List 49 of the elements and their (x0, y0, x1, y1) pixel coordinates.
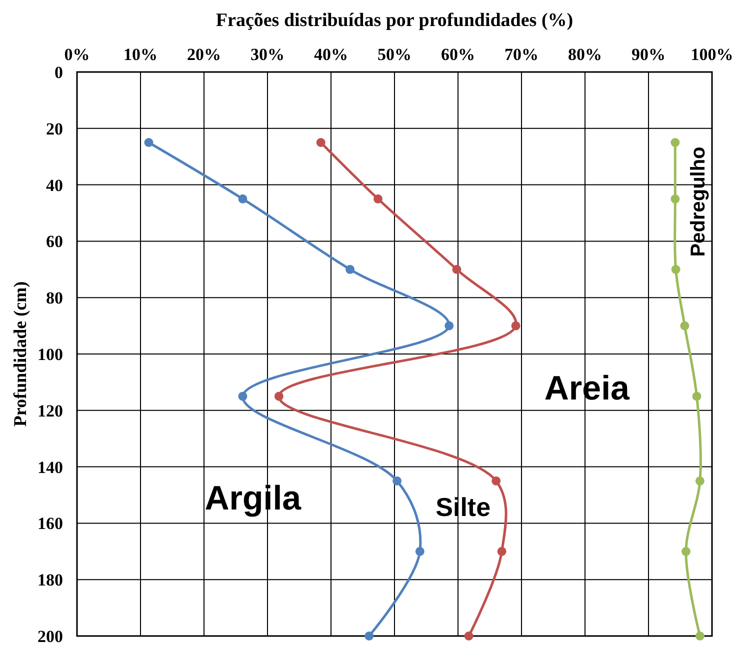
point (444, 321, 454, 330)
point (695, 632, 704, 640)
annotation: Pedregulho (688, 146, 710, 257)
point (373, 194, 382, 204)
x-tick-label: 60% (441, 45, 475, 64)
y-tick-label: 20 (46, 119, 63, 138)
point (671, 264, 680, 274)
x-tick-label: 80% (568, 45, 602, 64)
point (392, 476, 402, 486)
point (274, 392, 284, 401)
y-tick-label: 40 (46, 176, 63, 195)
point (695, 476, 704, 486)
point (452, 264, 462, 274)
point (492, 476, 501, 486)
y-tick-label: 160 (38, 514, 63, 534)
x-tick-label: 70% (504, 45, 538, 64)
y-tick-label: 60 (46, 232, 63, 252)
point (511, 321, 520, 330)
y-tick-label: 100 (38, 345, 63, 364)
x-tick-label: 30% (250, 45, 284, 64)
x-tick-label: 100% (690, 45, 734, 64)
point (670, 194, 680, 204)
point (680, 321, 690, 330)
point (670, 138, 680, 147)
x-tick-label: 40% (314, 45, 348, 64)
point (364, 632, 374, 640)
x-tick-label: 90% (632, 45, 666, 64)
y-tick-label: 180 (38, 570, 63, 590)
point (415, 546, 424, 556)
point (144, 138, 154, 147)
point (316, 138, 326, 147)
y-tick-label: 120 (38, 401, 63, 420)
point (464, 632, 474, 640)
point (346, 264, 355, 274)
y-tick-label: 140 (38, 458, 63, 477)
point (238, 392, 248, 401)
point (692, 392, 702, 401)
point (238, 194, 248, 204)
x-tick-label: 20% (187, 45, 221, 64)
y-tick-label: 0 (54, 63, 63, 82)
y-axis-title: Profundidade (cm) (10, 281, 30, 427)
x-tick-label: 10% (124, 45, 158, 64)
x-tick-label: 50% (378, 45, 412, 64)
y-tick-label: 80 (46, 288, 63, 308)
x-tick-label: 0% (64, 45, 90, 64)
point (681, 546, 690, 556)
y-tick-label: 200 (38, 627, 63, 646)
x-axis-title: Frações distribuídas por profundidades (%) (216, 10, 574, 31)
point (497, 546, 506, 556)
